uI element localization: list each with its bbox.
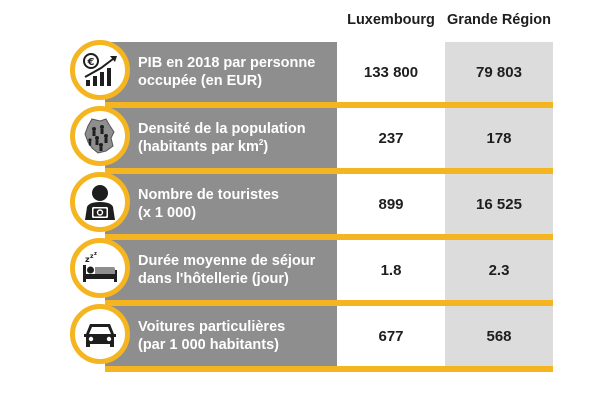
row-label-background	[105, 108, 337, 168]
svg-text:z: z	[85, 255, 90, 264]
row-label-line2: (habitants par km2)	[138, 138, 269, 155]
table-row: Durée moyenne de séjour dans l'hôtelleri…	[0, 238, 600, 306]
row-divider-bar	[105, 102, 553, 108]
car-icon	[84, 324, 116, 347]
svg-text:z: z	[94, 251, 97, 257]
row-divider-bar	[105, 168, 553, 174]
tourist-camera-icon	[85, 185, 115, 220]
row-label-line2: (par 1 000 habitants)	[138, 337, 280, 353]
header-grande-region: Grande Région	[447, 12, 551, 28]
row-icon-circle: €	[70, 40, 130, 100]
value-luxembourg: 677	[337, 306, 445, 366]
value-luxembourg: 237	[337, 108, 445, 168]
population-map-icon	[84, 118, 115, 154]
row-divider-bar	[105, 300, 553, 306]
row-label-background	[105, 240, 337, 300]
table-row: Voitures particulières (par 1 000 habita…	[0, 304, 600, 372]
value-grande-region: 16 525	[445, 174, 553, 234]
row-label: Densité de la population (habitants par …	[138, 108, 334, 168]
table-row: Densité de la population (habitants par …	[0, 106, 600, 174]
row-label-line2: dans l'hôtellerie (jour)	[138, 271, 289, 287]
row-label: Voitures particulières (par 1 000 habita…	[138, 306, 334, 366]
row-icon-circle	[70, 304, 130, 364]
row-icon-circle	[70, 172, 130, 232]
sleeping-bed-icon: z z z	[83, 251, 117, 282]
value-grande-region: 2.3	[445, 240, 553, 300]
row-label-line1: Nombre de touristes	[138, 187, 279, 203]
value-grande-region: 79 803	[445, 42, 553, 102]
table-row: Nombre de touristes (x 1 000) 899 16 525	[0, 172, 600, 240]
value-luxembourg: 133 800	[337, 42, 445, 102]
row-label-line1: Densité de la population	[138, 121, 306, 137]
value-grande-region: 568	[445, 306, 553, 366]
row-label-background	[105, 306, 337, 366]
svg-text:z: z	[90, 253, 94, 260]
row-label: PIB en 2018 par personne occupée (en EUR…	[138, 42, 334, 102]
header-luxembourg: Luxembourg	[347, 12, 435, 28]
row-label-line1: Durée moyenne de séjour	[138, 253, 316, 269]
row-icon-circle	[70, 106, 130, 166]
row-divider-bar	[105, 234, 553, 240]
row-label-line2: (x 1 000)	[138, 205, 197, 221]
row-label-line1: PIB en 2018 par personne	[138, 55, 316, 71]
row-label-background	[105, 42, 337, 102]
row-label-line1: Voitures particulières	[138, 319, 286, 335]
table-row: PIB en 2018 par personne occupée (en EUR…	[0, 40, 600, 108]
svg-text:€: €	[87, 57, 95, 68]
euro-chart-icon: €	[83, 53, 117, 86]
row-label-background	[105, 174, 337, 234]
row-divider-bar	[105, 366, 553, 372]
value-luxembourg: 1.8	[337, 240, 445, 300]
row-label: Durée moyenne de séjour dans l'hôtelleri…	[138, 240, 334, 300]
value-luxembourg: 899	[337, 174, 445, 234]
row-icon-circle: z z z	[70, 238, 130, 298]
value-grande-region: 178	[445, 108, 553, 168]
row-label: Nombre de touristes (x 1 000)	[138, 174, 334, 234]
row-label-line2: occupée (en EUR)	[138, 73, 263, 89]
